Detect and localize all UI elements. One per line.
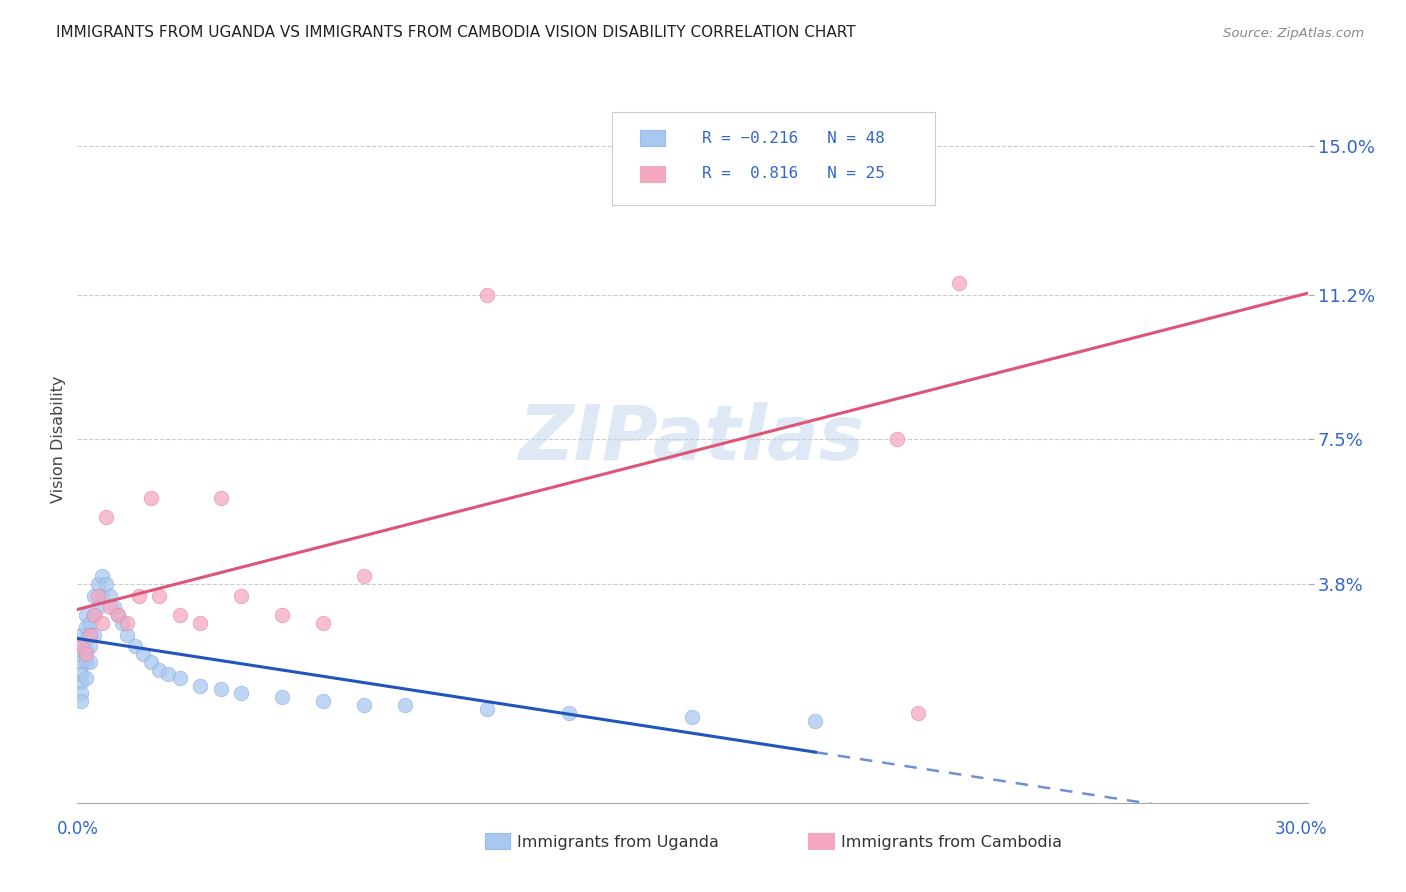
Point [682,710,704,724]
Point [209,682,232,697]
Point [83,589,105,603]
Point [75,647,97,661]
Point [188,679,212,693]
Point [682,170,704,185]
Point [477,702,499,716]
Point [231,686,253,700]
Point [907,706,929,720]
Point [90,569,114,583]
Point [70,640,93,654]
Point [312,694,335,708]
Y-axis label: Vision Disability: Vision Disability [51,376,66,503]
Point [94,577,117,591]
Point [87,600,110,615]
Point [394,698,416,712]
Point [98,589,121,603]
Point [115,628,138,642]
Text: R =  0.816   N = 25: R = 0.816 N = 25 [702,167,884,181]
Point [70,647,93,661]
Point [124,640,146,654]
Point [70,674,93,689]
Point [94,510,117,524]
Point [353,569,375,583]
Point [87,589,110,603]
Point [75,620,97,634]
Text: Source: ZipAtlas.com: Source: ZipAtlas.com [1223,28,1364,40]
Point [107,608,129,623]
Point [70,628,93,642]
Text: Immigrants from Cambodia: Immigrants from Cambodia [841,836,1062,850]
Point [231,589,253,603]
Point [156,666,179,681]
Text: 30.0%: 30.0% [1274,820,1327,838]
Point [70,666,93,681]
Point [75,643,97,657]
Text: R = −0.216   N = 48: R = −0.216 N = 48 [702,131,884,145]
Point [132,647,155,661]
Point [148,589,170,603]
Point [75,608,97,623]
Point [111,615,134,630]
Point [79,640,101,654]
Point [169,671,191,685]
Point [804,714,827,728]
Point [75,655,97,669]
Point [90,615,114,630]
Point [312,615,335,630]
Point [141,491,163,505]
Text: Immigrants from Uganda: Immigrants from Uganda [517,836,720,850]
Point [79,628,101,642]
Point [83,608,105,623]
Point [558,706,581,720]
Point [886,432,908,446]
Point [79,655,101,669]
Point [148,663,170,677]
Point [75,671,97,685]
Point [271,608,294,623]
Point [271,690,294,705]
Point [188,615,212,630]
Point [353,698,375,712]
Point [948,276,970,290]
Point [98,600,121,615]
Point [128,589,150,603]
Point [477,287,499,301]
Point [103,600,125,615]
Point [107,608,129,623]
Point [70,686,93,700]
Point [209,491,232,505]
Point [79,615,101,630]
Point [169,608,191,623]
Text: ZIPatlas: ZIPatlas [519,402,866,476]
Point [70,655,93,669]
Point [83,608,105,623]
Text: IMMIGRANTS FROM UGANDA VS IMMIGRANTS FROM CAMBODIA VISION DISABILITY CORRELATION: IMMIGRANTS FROM UGANDA VS IMMIGRANTS FRO… [56,26,856,40]
Point [141,655,163,669]
Point [115,615,138,630]
Text: 0.0%: 0.0% [56,820,98,838]
Point [70,694,93,708]
Point [87,577,110,591]
Point [79,628,101,642]
Point [70,640,93,654]
Point [83,628,105,642]
Point [75,632,97,646]
Point [90,589,114,603]
